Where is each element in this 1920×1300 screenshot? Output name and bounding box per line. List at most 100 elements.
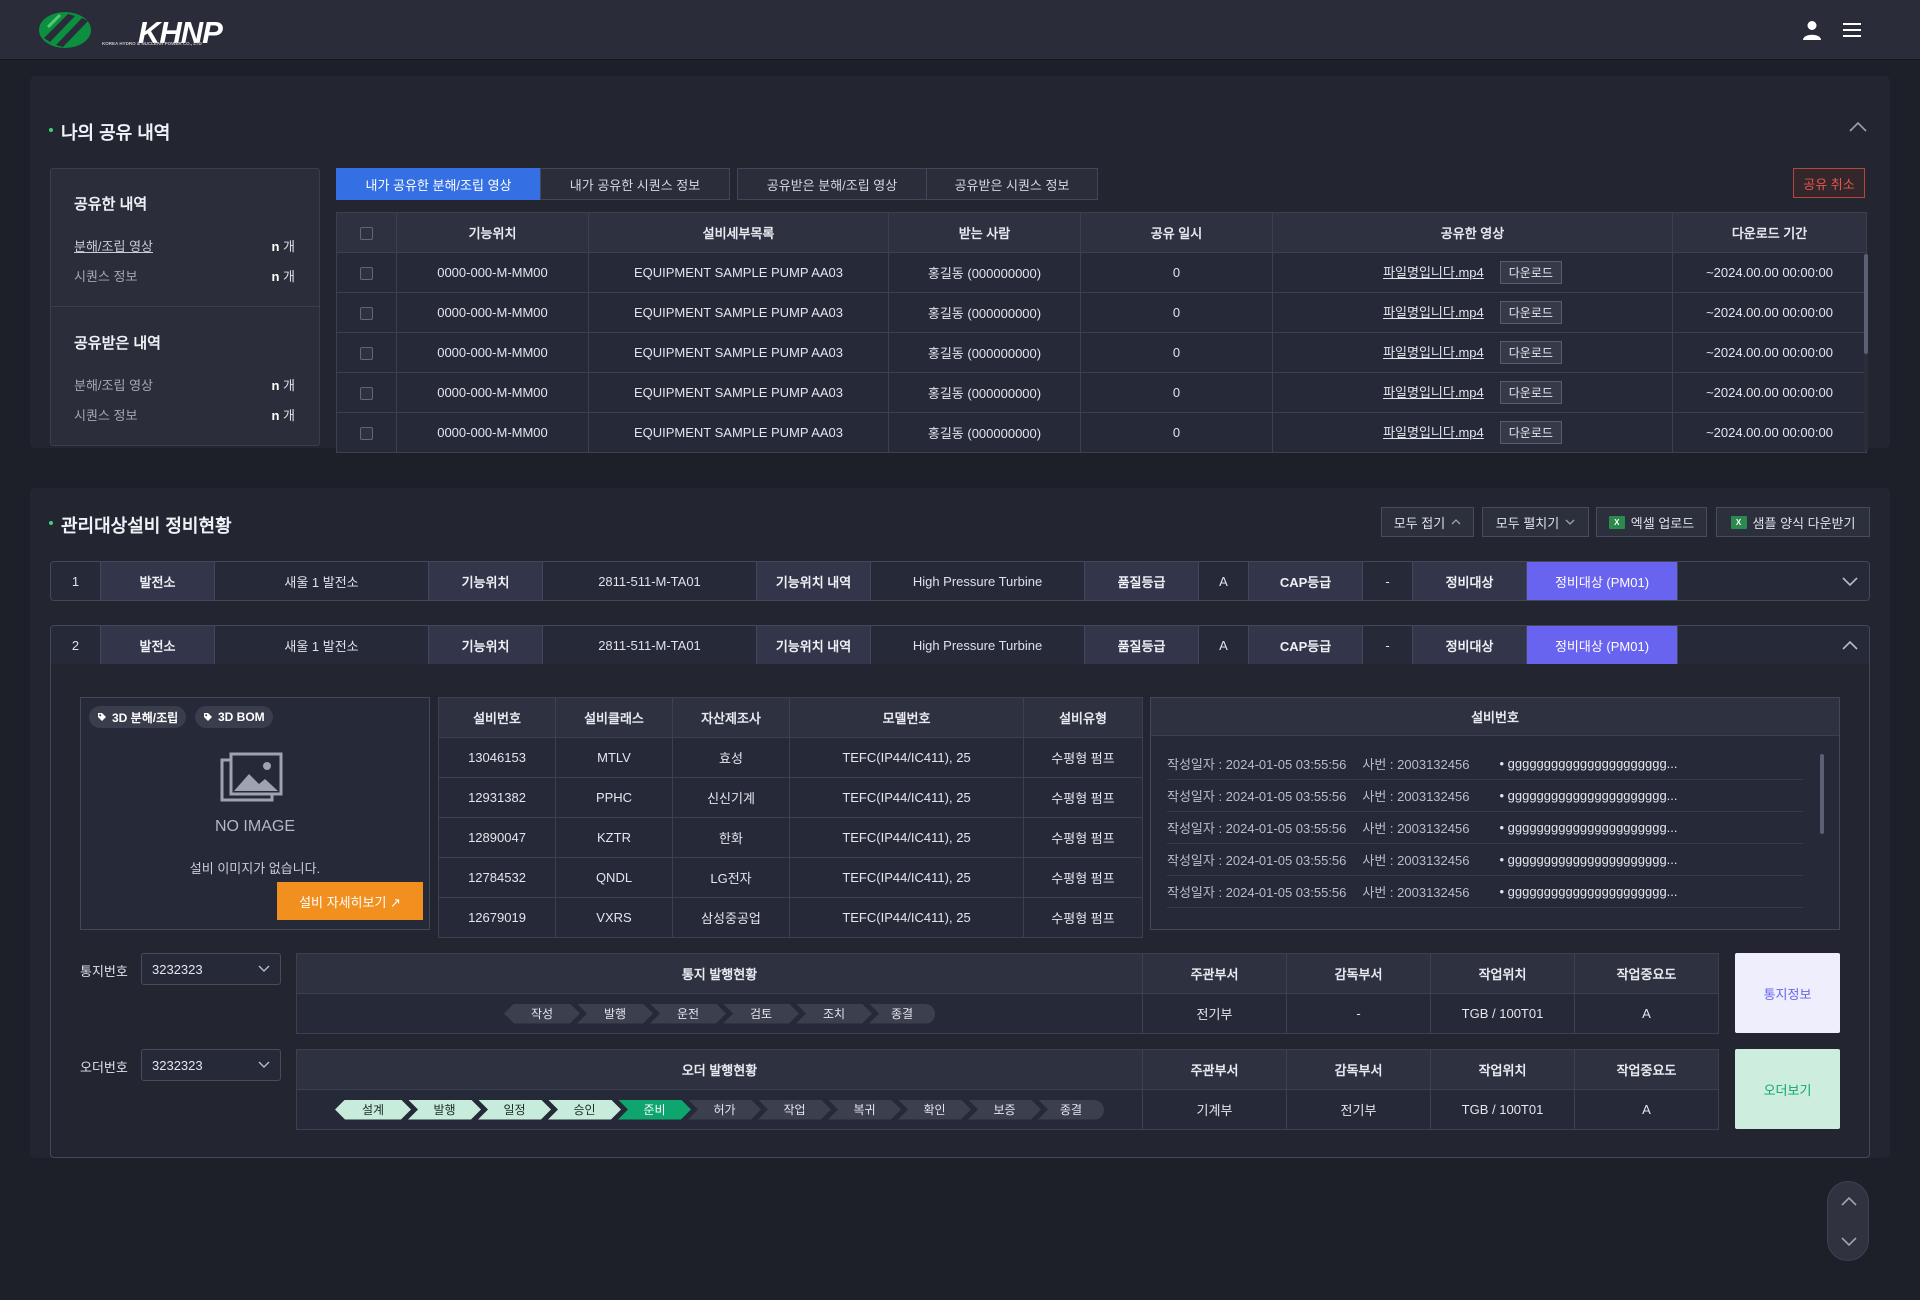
excel-icon: X: [1608, 515, 1625, 529]
step: 검토: [723, 1004, 799, 1024]
tab-my-shared-sequence[interactable]: 내가 공유한 시퀀스 정보: [540, 168, 730, 200]
notice-info-button[interactable]: 통지정보: [1735, 953, 1840, 1033]
row-checkbox[interactable]: [360, 347, 373, 361]
log-employee: 사번 : 2003132456: [1362, 789, 1470, 804]
row-checkbox[interactable]: [360, 307, 373, 321]
table-row[interactable]: 12890047 KZTR 한화 TEFC(IP44/IC411), 25 수평형 펌프: [438, 817, 1143, 858]
download-button[interactable]: 다운로드: [1499, 381, 1562, 404]
column-header: 공유한 영상: [1272, 212, 1673, 253]
share-table: 기능위치 설비세부목록 받는 사람 공유 일시 공유한 영상 다운로드 기간 0…: [336, 212, 1867, 453]
collapse-share-button[interactable]: [1848, 120, 1868, 136]
title-dot: [49, 521, 53, 525]
expand-row-button[interactable]: [1678, 562, 1869, 600]
log-row[interactable]: 작성일자 : 2024-01-05 03:55:56 사번 : 200313245…: [1167, 812, 1803, 844]
user-icon[interactable]: [1800, 18, 1824, 42]
period-cell: ~2024.00.00 00:00:00: [1672, 292, 1867, 333]
log-row[interactable]: 작성일자 : 2024-01-05 03:55:56 사번 : 200313245…: [1167, 876, 1803, 908]
cancel-share-button[interactable]: 공유 취소: [1793, 168, 1865, 198]
order-view-button[interactable]: 오더보기: [1735, 1049, 1840, 1129]
column-header: 공유 일시: [1080, 212, 1273, 253]
collapse-row-button[interactable]: [1678, 626, 1869, 664]
cell: 전기부: [1286, 1089, 1431, 1130]
column-header: 기능위치: [396, 212, 589, 253]
step: 설계: [335, 1100, 411, 1120]
table-row: 0000-000-M-MM00 EQUIPMENT SAMPLE PUMP AA…: [336, 412, 1867, 453]
location-value: 2811-511-M-TA01: [543, 562, 757, 600]
log-date: 작성일자 : 2024-01-05 03:55:56: [1167, 757, 1347, 772]
cell: TEFC(IP44/IC411), 25: [789, 777, 1024, 818]
recipient-cell: 홍길동 (000000000): [888, 252, 1081, 293]
row-checkbox[interactable]: [360, 387, 373, 401]
equipment-detail-button[interactable]: 설비 자세히보기 ↗: [277, 882, 423, 920]
log-text: gggggggggggggggggggggg...: [1507, 820, 1678, 835]
recipient-cell: 홍길동 (000000000): [888, 332, 1081, 373]
shared-sequence-label: 시퀀스 정보: [74, 269, 138, 284]
file-cell: 파일명입니다.mp4 다운로드: [1272, 372, 1673, 413]
log-row[interactable]: 작성일자 : 2024-01-05 03:55:56 사번 : 200313245…: [1167, 844, 1803, 876]
expand-all-button[interactable]: 모두 펼치기: [1482, 507, 1589, 537]
share-table-scrollbar[interactable]: [1864, 254, 1868, 450]
column-header: 자산제조사: [672, 697, 790, 738]
download-button[interactable]: 다운로드: [1499, 341, 1562, 364]
collapse-all-button[interactable]: 모두 접기: [1381, 507, 1474, 537]
shared-video-link[interactable]: 분해/조립 영상: [74, 239, 153, 254]
select-all-checkbox[interactable]: [360, 227, 373, 241]
maintenance-target-label: 정비대상: [1413, 562, 1527, 600]
notice-number-select[interactable]: 3232323: [141, 953, 281, 985]
3d-assembly-chip[interactable]: 3D 분해/조립: [89, 706, 187, 728]
period-cell: ~2024.00.00 00:00:00: [1672, 412, 1867, 453]
table-row[interactable]: 12784532 QNDL LG전자 TEFC(IP44/IC411), 25 수평형 …: [438, 857, 1143, 898]
scroll-bottom-icon[interactable]: [1840, 1236, 1858, 1247]
equipment-row[interactable]: 2 발전소 새울 1 발전소 기능위치 2811-511-M-TA01 기능위치…: [50, 625, 1870, 665]
description-value: High Pressure Turbine: [871, 626, 1085, 664]
file-link[interactable]: 파일명입니다.mp4: [1383, 265, 1484, 280]
select-all-cell[interactable]: [336, 212, 397, 253]
log-row[interactable]: 작성일자 : 2024-01-05 03:55:56 사번 : 200313245…: [1167, 780, 1803, 812]
loc-cell: 0000-000-M-MM00: [396, 252, 589, 293]
file-link[interactable]: 파일명입니다.mp4: [1383, 385, 1484, 400]
log-row[interactable]: 작성일자 : 2024-01-05 03:55:56 사번 : 200313245…: [1167, 748, 1803, 780]
table-row[interactable]: 13046153 MTLV 효성 TEFC(IP44/IC411), 25 수평형 펌프: [438, 737, 1143, 778]
download-button[interactable]: 다운로드: [1499, 301, 1562, 324]
file-link[interactable]: 파일명입니다.mp4: [1383, 305, 1484, 320]
tab-my-shared-video[interactable]: 내가 공유한 분해/조립 영상: [336, 168, 541, 200]
cell: 12890047: [438, 817, 556, 858]
location-value: 2811-511-M-TA01: [543, 626, 757, 664]
cell: KZTR: [555, 817, 673, 858]
table-row[interactable]: 12931382 PPHC 신신기계 TEFC(IP44/IC411), 25 수평형 …: [438, 777, 1143, 818]
file-link[interactable]: 파일명입니다.mp4: [1383, 425, 1484, 440]
download-button[interactable]: 다운로드: [1499, 261, 1562, 284]
step: 작성: [504, 1004, 580, 1024]
menu-icon[interactable]: [1840, 18, 1864, 42]
cell: A: [1574, 1089, 1719, 1130]
equip-cell: EQUIPMENT SAMPLE PUMP AA03: [588, 412, 889, 453]
tab-received-sequence[interactable]: 공유받은 시퀀스 정보: [926, 168, 1098, 200]
table-row[interactable]: 12679019 VXRS 삼성중공업 TEFC(IP44/IC411), 25 수평형…: [438, 897, 1143, 938]
table-row: 작성 발행 운전 검토 조치 종결 전기부 - TGB / 100T01 A: [296, 993, 1719, 1034]
scroll-top-icon[interactable]: [1840, 1196, 1858, 1207]
excel-upload-button[interactable]: X 엑셀 업로드: [1596, 507, 1707, 537]
cell: QNDL: [555, 857, 673, 898]
table-row: 0000-000-M-MM00 EQUIPMENT SAMPLE PUMP AA…: [336, 372, 1867, 413]
tab-received-video[interactable]: 공유받은 분해/조립 영상: [737, 168, 927, 200]
3d-bom-chip[interactable]: 3D BOM: [195, 706, 273, 728]
sample-download-button[interactable]: X 샘플 양식 다운받기: [1716, 507, 1870, 537]
download-button[interactable]: 다운로드: [1499, 421, 1562, 444]
file-link[interactable]: 파일명입니다.mp4: [1383, 345, 1484, 360]
cap-grade-label: CAP등급: [1249, 626, 1363, 664]
cap-grade-value: -: [1363, 626, 1413, 664]
file-cell: 파일명입니다.mp4 다운로드: [1272, 412, 1673, 453]
equipment-row[interactable]: 1 발전소 새울 1 발전소 기능위치 2811-511-M-TA01 기능위치…: [50, 561, 1870, 601]
khnp-logo[interactable]: KHNP KOREA HYDRO & NUCLEAR POWER CO., LT…: [38, 11, 223, 50]
log-scrollbar[interactable]: [1820, 754, 1824, 834]
step: 복귀: [828, 1100, 901, 1120]
loc-cell: 0000-000-M-MM00: [396, 332, 589, 373]
order-number-select[interactable]: 3232323: [141, 1049, 281, 1081]
row-checkbox[interactable]: [360, 427, 373, 441]
step: 운전: [650, 1004, 726, 1024]
description-label: 기능위치 내역: [757, 562, 871, 600]
row-checkbox[interactable]: [360, 267, 373, 281]
maintenance-target-value: 정비대상 (PM01): [1527, 626, 1678, 664]
column-header: 작업중요도: [1574, 1049, 1719, 1090]
scrollbar-thumb[interactable]: [1864, 254, 1868, 354]
